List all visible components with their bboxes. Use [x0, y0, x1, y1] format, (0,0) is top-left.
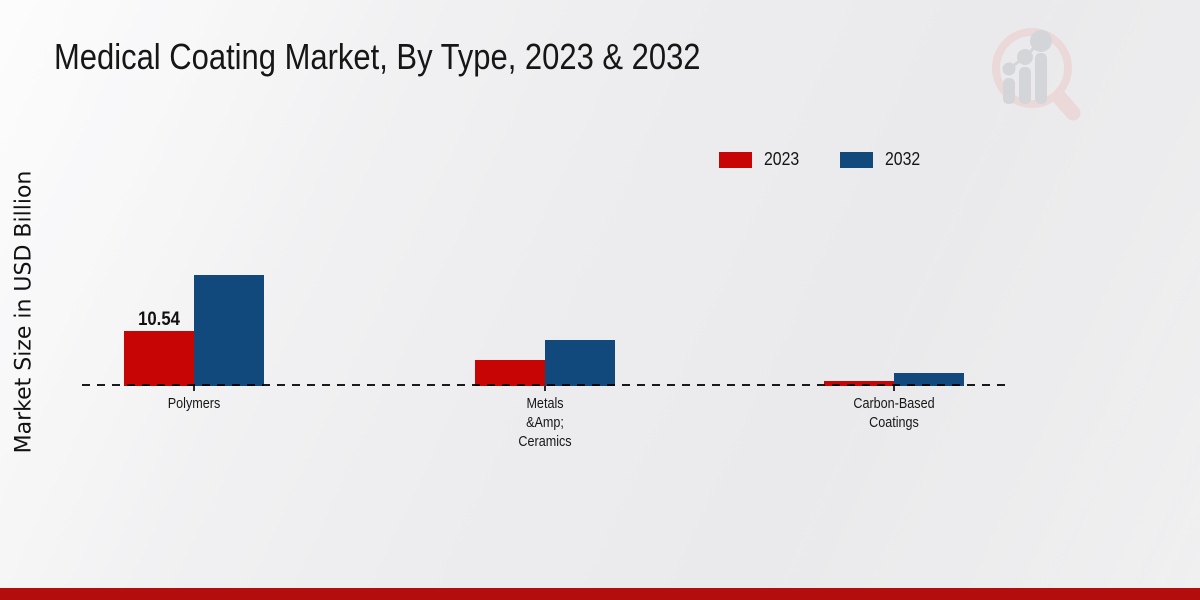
- legend-item-2032: 2032: [840, 149, 925, 170]
- x-tick-polymers: [193, 386, 195, 391]
- bar-2032-carbon-based-coatings: [894, 373, 964, 386]
- legend-swatch-2023: [719, 151, 752, 168]
- footer-red-band: [0, 588, 1200, 600]
- bar-2023-metals-amp-ceramics: [475, 359, 545, 386]
- x-axis-dashed-line: [82, 384, 1007, 386]
- x-axis-label-carbon-based-coatings: Carbon-Based Coatings: [853, 395, 935, 431]
- magnifier-icon: [992, 28, 1081, 121]
- chart-title-text: Medical Coating Market, By Type, 2023 & …: [54, 36, 701, 77]
- legend-label-2023: 2023: [764, 149, 800, 169]
- mrfr-logo-watermark: [992, 28, 1081, 121]
- legend: 2023 2032: [719, 149, 925, 170]
- bar-2032-polymers: [194, 274, 264, 386]
- y-axis-title: Market Size in USD Billion: [11, 170, 37, 454]
- value-label-2023-polymers: 10.54: [138, 309, 180, 330]
- legend-label-2032: 2032: [885, 149, 921, 169]
- bar-2023-polymers: [124, 331, 194, 386]
- bar-2023-carbon-based-coatings: [824, 381, 894, 386]
- x-axis-label-metals-amp-ceramics: Metals &Amp; Ceramics: [518, 395, 572, 450]
- bar-2032-metals-amp-ceramics: [545, 340, 615, 386]
- x-tick-carbon-based-coatings: [893, 386, 895, 391]
- legend-swatch-2032: [840, 151, 874, 168]
- chart-title: Medical Coating Market, By Type, 2023 & …: [54, 36, 806, 78]
- x-tick-metals-amp-ceramics: [544, 386, 546, 391]
- x-axis-label-polymers: Polymers: [167, 395, 221, 412]
- legend-item-2023: 2023: [719, 149, 804, 170]
